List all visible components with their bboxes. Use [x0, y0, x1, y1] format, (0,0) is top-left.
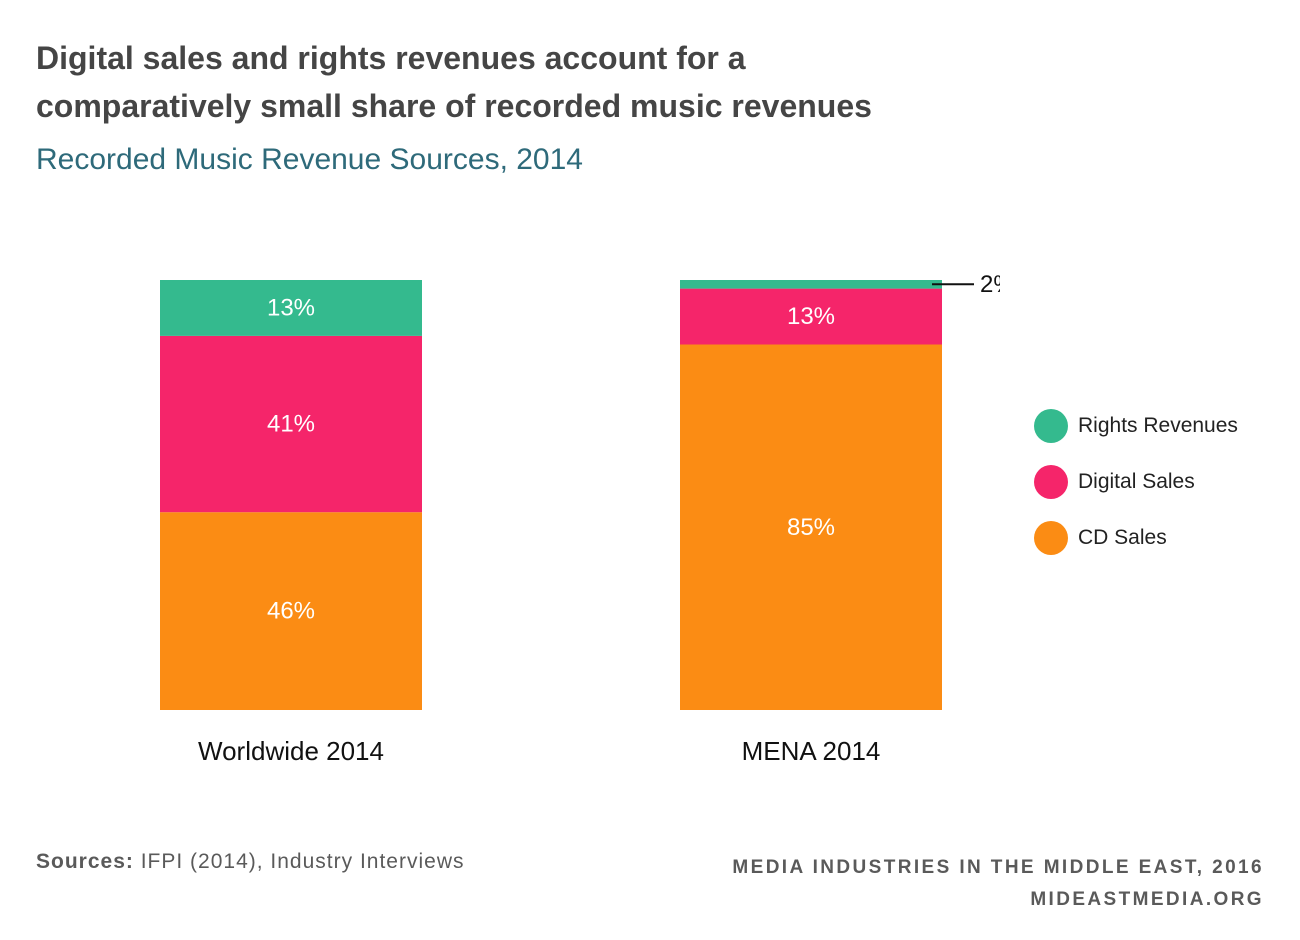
legend-swatch-digital-sales: [1034, 465, 1068, 499]
bar-segment-worldwide-2014-cd-sales: [160, 512, 422, 710]
source-note: Sources: IFPI (2014), Industry Interview…: [36, 850, 464, 874]
data-label-mena-2014-cd-sales: 85%: [787, 514, 835, 541]
credit: MEDIA INDUSTRIES IN THE MIDDLE EAST, 201…: [732, 852, 1264, 916]
bar-segment-worldwide-2014-rights-revenues: [160, 280, 422, 336]
source-prefix: Sources:: [36, 850, 134, 873]
chart-title: Digital sales and rights revenues accoun…: [36, 34, 1256, 130]
legend-item-rights-revenues: Rights Revenues: [1034, 398, 1238, 454]
legend-label-digital-sales: Digital Sales: [1078, 470, 1195, 493]
chart-subtitle: Recorded Music Revenue Sources, 2014: [36, 143, 583, 176]
data-label-mena-2014-rights-revenues: 2%: [980, 271, 1000, 298]
credit-line-1: MEDIA INDUSTRIES IN THE MIDDLE EAST, 201…: [732, 857, 1264, 878]
legend-label-cd-sales: CD Sales: [1078, 526, 1167, 549]
bar-segment-mena-2014-digital-sales: [680, 288, 942, 345]
bar-segment-mena-2014-cd-sales: [680, 344, 942, 710]
legend-item-cd-sales: CD Sales: [1034, 510, 1238, 566]
legend-item-digital-sales: Digital Sales: [1034, 454, 1238, 510]
category-label-mena-2014: MENA 2014: [742, 736, 881, 766]
stacked-bar-chart: 46% 41% 13% Worldwide 2014 85% 13% 2% MENA 2014: [160, 271, 1000, 766]
chart-title-line-2: comparatively small share of recorded mu…: [36, 88, 872, 124]
data-label-mena-2014-digital-sales: 13%: [787, 303, 835, 330]
source-text: IFPI (2014), Industry Interviews: [133, 850, 465, 873]
bars-layer: 46% 41% 13% Worldwide 2014 85% 13% 2% MENA 2014: [160, 271, 1000, 766]
category-label-worldwide-2014: Worldwide 2014: [198, 736, 384, 766]
legend-swatch-rights-revenues: [1034, 409, 1068, 443]
credit-line-2: MIDEASTMEDIA.ORG: [1030, 889, 1264, 910]
data-label-worldwide-2014-rights-revenues: 13%: [267, 294, 315, 321]
legend: Rights Revenues Digital Sales CD Sales: [1034, 398, 1238, 566]
legend-swatch-cd-sales: [1034, 521, 1068, 555]
data-label-worldwide-2014-digital-sales: 41%: [267, 411, 315, 438]
chart-title-line-1: Digital sales and rights revenues accoun…: [36, 40, 746, 76]
bar-segment-mena-2014-rights-revenues: [680, 280, 942, 289]
data-label-worldwide-2014-cd-sales: 46%: [267, 598, 315, 625]
bar-segment-worldwide-2014-digital-sales: [160, 335, 422, 513]
legend-label-rights-revenues: Rights Revenues: [1078, 414, 1238, 437]
